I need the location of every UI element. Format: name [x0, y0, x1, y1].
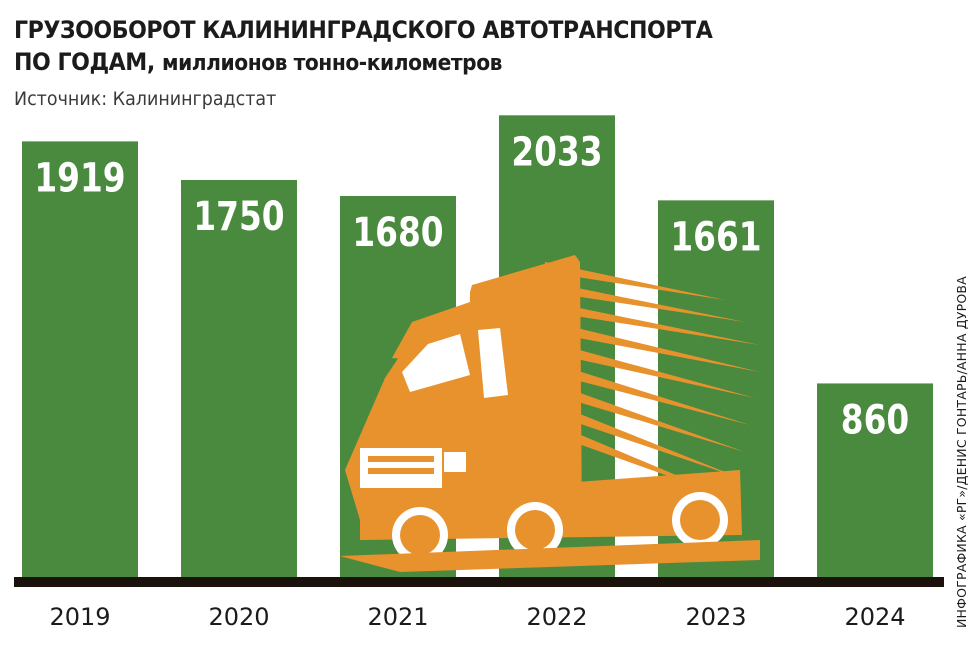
x-tick-labels-layer: 2019 2020 2021 2022 2023 2024 — [49, 603, 905, 631]
value-label-2019: 1919 — [34, 154, 125, 201]
windshield — [402, 334, 470, 392]
road-sweep — [340, 540, 760, 572]
truck-illustration — [340, 255, 760, 572]
x-tick-2024: 2024 — [844, 603, 905, 631]
grille-slat-1 — [368, 456, 434, 462]
title-line-1: ГРУЗООБОРОТ КАЛИНИНГРАДСКОГО АВТОТРАНСПО… — [14, 16, 713, 44]
side-window — [478, 328, 508, 398]
value-label-2020: 1750 — [193, 193, 284, 240]
bar-2019 — [22, 141, 138, 580]
x-tick-2019: 2019 — [49, 603, 110, 631]
grille-slat-2 — [368, 468, 434, 474]
x-tick-2021: 2021 — [367, 603, 428, 631]
title-line-2-unit: миллионов тонно-километров — [161, 51, 503, 76]
x-tick-2020: 2020 — [208, 603, 269, 631]
title-line-2-bold: ПО ГОДАМ, — [14, 48, 155, 76]
value-labels-layer: 1919 1750 1680 2033 1661 860 — [34, 128, 909, 443]
x-axis-baseline — [14, 577, 944, 587]
headlight — [444, 452, 466, 472]
rear-wheel-1-hub — [515, 510, 555, 550]
x-tick-2022: 2022 — [526, 603, 587, 631]
bar-2024 — [817, 383, 933, 580]
title-line-2: ПО ГОДАМ, миллионов тонно-километров — [14, 46, 712, 80]
speed-lines — [545, 262, 760, 500]
x-tick-2023: 2023 — [685, 603, 746, 631]
rear-wheel-2-hub — [680, 500, 720, 540]
value-label-2021: 1680 — [352, 209, 443, 256]
chassis — [360, 470, 742, 540]
source-note: Источник: Калининградстат — [14, 88, 277, 110]
chart-title: ГРУЗООБОРОТ КАЛИНИНГРАДСКОГО АВТОТРАНСПО… — [14, 14, 713, 80]
bar-2020 — [181, 180, 297, 580]
value-label-2023: 1661 — [670, 213, 761, 260]
value-label-2024: 860 — [841, 396, 909, 443]
value-label-2022: 2033 — [511, 128, 602, 175]
front-wheel-hub — [400, 515, 440, 555]
